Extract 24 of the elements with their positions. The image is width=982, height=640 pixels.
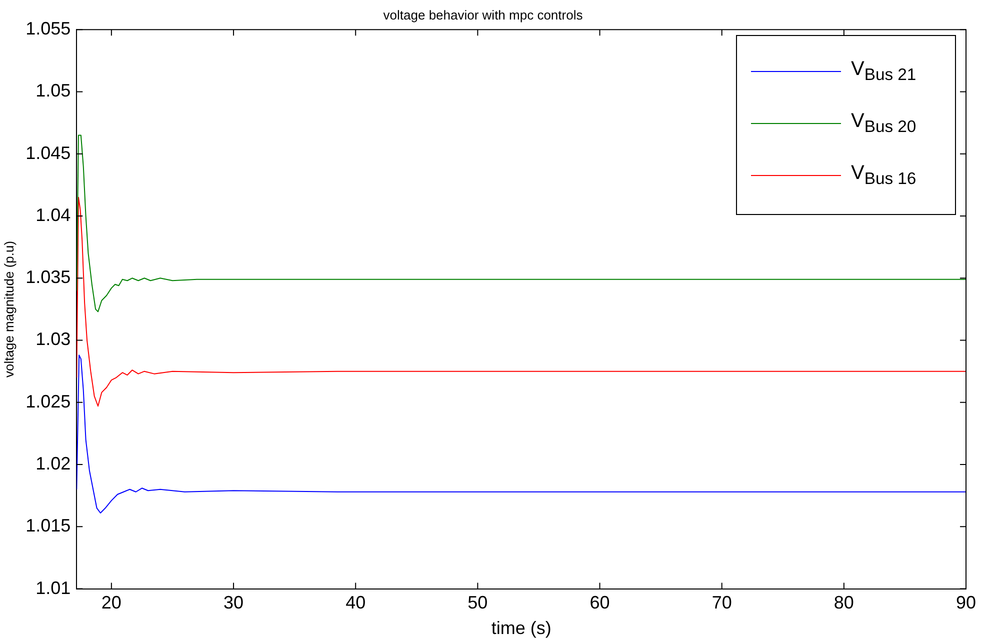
chart-title: voltage behavior with mpc controls xyxy=(383,7,584,22)
y-tick-label: 1.025 xyxy=(26,391,71,412)
y-tick-label: 1.03 xyxy=(36,329,71,350)
y-axis-title: voltage magnitude (p.u) xyxy=(1,240,16,378)
y-tick-label: 1.045 xyxy=(26,142,71,163)
x-tick-label: 20 xyxy=(101,592,122,613)
x-tick-label: 50 xyxy=(468,592,488,613)
legend-label: V$_{Bus 16}$ xyxy=(851,162,918,190)
x-tick-label: 40 xyxy=(346,592,366,613)
y-tick-label: 1.055 xyxy=(26,18,71,39)
y-tick-label: 1.015 xyxy=(26,516,71,536)
x-tick-label: 90 xyxy=(956,592,976,613)
legend-label: V$_{Bus 20}$ xyxy=(851,110,918,138)
y-tick-label: 1.04 xyxy=(36,204,71,225)
x-tick-label: 30 xyxy=(224,592,244,613)
y-tick-label: 1.05 xyxy=(36,80,71,101)
legend-label: V$_{Bus 21}$ xyxy=(851,58,918,86)
y-tick-label: 1.035 xyxy=(26,267,71,288)
y-tick-label: 1.01 xyxy=(36,578,71,598)
x-tick-label: 80 xyxy=(834,592,854,613)
y-tick-label: 1.02 xyxy=(36,454,71,474)
x-tick-label: 60 xyxy=(590,592,610,613)
x-axis-title: time (s) xyxy=(491,618,552,638)
x-tick-label: 70 xyxy=(712,592,732,613)
